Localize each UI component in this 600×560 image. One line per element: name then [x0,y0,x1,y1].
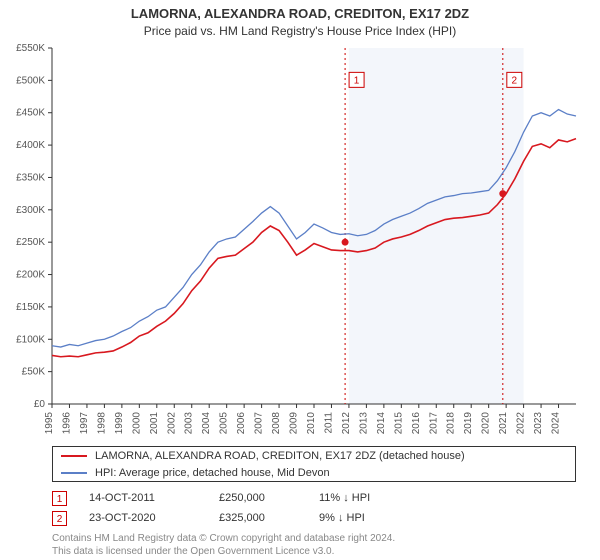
svg-text:2006: 2006 [236,412,247,435]
transaction-row: 1 14-OCT-2011£250,00011% ↓ HPI [52,488,439,508]
price-chart: £0 £50K £100K £150K £200K £250K £300K £350K £400… [0,38,600,443]
svg-text:£300K: £300K [16,205,45,216]
svg-text:2004: 2004 [201,412,212,435]
transaction-price: £325,000 [219,512,319,524]
svg-text:2021: 2021 [498,412,509,435]
svg-text:2019: 2019 [463,412,474,435]
svg-text:1: 1 [354,75,360,86]
svg-text:2012: 2012 [341,412,352,435]
svg-text:2016: 2016 [411,412,422,435]
chart-title-line2: Price paid vs. HM Land Registry's House … [0,24,600,38]
transaction-flag: 1 [52,491,67,506]
legend-swatch [61,455,87,457]
legend-label: LAMORNA, ALEXANDRA ROAD, CREDITON, EX17 … [95,450,465,462]
svg-text:2003: 2003 [184,412,195,435]
svg-text:£150K: £150K [16,302,45,313]
svg-text:1996: 1996 [61,412,72,435]
svg-text:2020: 2020 [481,412,492,435]
transactions-table: 1 14-OCT-2011£250,00011% ↓ HPI 2 23-OCT-202… [52,488,439,528]
svg-text:2015: 2015 [393,412,404,435]
svg-text:£100K: £100K [16,334,45,345]
svg-text:2018: 2018 [446,412,457,435]
svg-text:1997: 1997 [79,412,90,435]
svg-text:2022: 2022 [516,412,527,435]
svg-text:2002: 2002 [166,412,177,435]
svg-text:2007: 2007 [254,412,265,435]
svg-text:£50K: £50K [22,367,46,378]
svg-text:2: 2 [512,75,518,86]
legend-box: LAMORNA, ALEXANDRA ROAD, CREDITON, EX17 … [52,446,576,482]
footer-line1: Contains HM Land Registry data © Crown c… [52,532,395,545]
legend-label: HPI: Average price, detached house, Mid … [95,467,330,479]
svg-text:£500K: £500K [16,75,45,86]
chart-title-line1: LAMORNA, ALEXANDRA ROAD, CREDITON, EX17 … [0,6,600,21]
svg-text:2009: 2009 [289,412,300,435]
svg-text:2017: 2017 [428,412,439,435]
svg-text:£250K: £250K [16,237,45,248]
footer-line2: This data is licensed under the Open Gov… [52,545,395,558]
svg-text:2014: 2014 [376,412,387,435]
svg-text:2000: 2000 [131,412,142,435]
svg-text:2024: 2024 [551,412,562,435]
svg-text:£450K: £450K [16,108,45,119]
svg-text:2001: 2001 [149,412,160,435]
transaction-date: 23-OCT-2020 [89,512,219,524]
svg-text:£200K: £200K [16,270,45,281]
legend-item: LAMORNA, ALEXANDRA ROAD, CREDITON, EX17 … [53,447,575,464]
svg-text:£550K: £550K [16,43,45,54]
legend-swatch [61,472,87,474]
svg-text:1998: 1998 [96,412,107,435]
svg-text:2005: 2005 [219,412,230,435]
svg-text:1995: 1995 [44,412,55,435]
footer-attribution: Contains HM Land Registry data © Crown c… [52,532,395,558]
svg-text:2010: 2010 [306,412,317,435]
svg-text:1999: 1999 [114,412,125,435]
svg-text:2008: 2008 [271,412,282,435]
svg-text:£350K: £350K [16,172,45,183]
svg-text:2013: 2013 [358,412,369,435]
svg-text:£0: £0 [34,399,46,410]
svg-text:2011: 2011 [323,412,334,434]
svg-text:£400K: £400K [16,140,45,151]
transaction-row: 2 23-OCT-2020£325,0009% ↓ HPI [52,508,439,528]
transaction-diff: 11% ↓ HPI [319,492,439,504]
transaction-price: £250,000 [219,492,319,504]
transaction-date: 14-OCT-2011 [89,492,219,504]
legend-item: HPI: Average price, detached house, Mid … [53,464,575,481]
transaction-flag: 2 [52,511,67,526]
svg-text:2023: 2023 [533,412,544,435]
transaction-diff: 9% ↓ HPI [319,512,439,524]
